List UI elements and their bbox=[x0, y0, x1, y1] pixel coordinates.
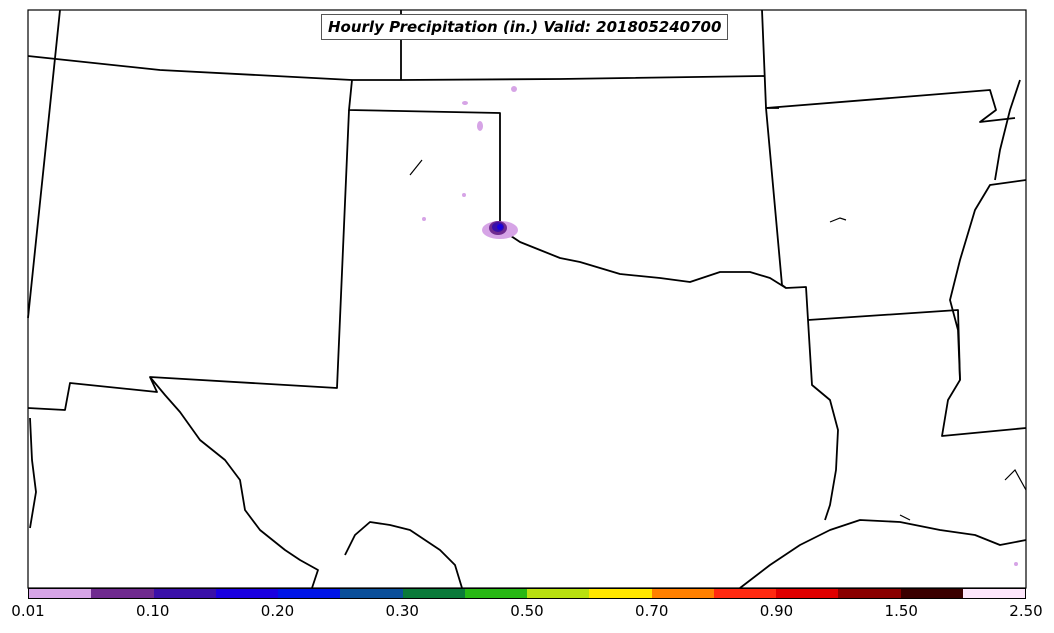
colorbar-tick-label: 0.30 bbox=[385, 602, 419, 620]
colorbar-tick-label: 0.90 bbox=[759, 602, 794, 620]
colorbar-tick-label: 0.10 bbox=[136, 602, 170, 620]
precip-cell-6 bbox=[1014, 562, 1018, 566]
precip-cell-2 bbox=[511, 86, 517, 92]
colorbar-segment bbox=[776, 589, 839, 598]
colorbar-segment bbox=[651, 589, 714, 598]
colorbar-tick-label: 0.50 bbox=[510, 602, 544, 620]
map-frame bbox=[27, 9, 1027, 589]
precip-cell-main-core bbox=[497, 224, 503, 230]
colorbar-segment bbox=[153, 589, 216, 598]
colorbar-segment bbox=[962, 589, 1025, 598]
border-chihuahua bbox=[29, 417, 37, 529]
coast-feature bbox=[899, 514, 911, 521]
colorbar-segment bbox=[589, 589, 652, 598]
border-rio-grande-west bbox=[149, 376, 319, 589]
map-title: Hourly Precipitation (in.) Valid: 201805… bbox=[321, 14, 729, 40]
colorbar-segment bbox=[215, 589, 278, 598]
precip-cell-5 bbox=[422, 217, 426, 221]
border-gulf-coast bbox=[739, 519, 1027, 589]
colorbar-segment bbox=[713, 589, 776, 598]
colorbar-segment bbox=[900, 589, 963, 598]
border-red-river bbox=[499, 221, 787, 289]
colorbar-tick-label: 0.70 bbox=[635, 602, 669, 620]
colorbar-tick-label: 0.01 bbox=[11, 602, 45, 620]
border-missouri-north bbox=[765, 89, 1016, 123]
lake-feature-3 bbox=[1004, 469, 1027, 491]
colorbar-segment bbox=[527, 589, 590, 598]
colorbar-segment bbox=[91, 589, 154, 598]
colorbar-segment bbox=[838, 589, 901, 598]
colorbar-segment bbox=[29, 589, 92, 598]
lake-feature-2 bbox=[829, 217, 847, 223]
border-colorado-oklahoma-panhandle bbox=[348, 79, 501, 222]
colorbar-segment bbox=[402, 589, 465, 598]
border-texas-louisiana bbox=[807, 319, 839, 521]
colorbar-tick-label: 0.20 bbox=[260, 602, 295, 620]
colorbar-segment bbox=[464, 589, 527, 598]
border-rio-grande-bigbend bbox=[344, 521, 463, 589]
precipitation-field bbox=[422, 86, 1018, 566]
border-utah-colorado bbox=[27, 9, 61, 319]
precip-cell-1 bbox=[462, 101, 468, 105]
border-new-mexico bbox=[27, 109, 350, 411]
precip-cell-4 bbox=[462, 193, 466, 197]
colorbar-tick-label: 1.50 bbox=[884, 602, 918, 620]
colorbar-segment bbox=[278, 589, 341, 598]
state-borders bbox=[27, 9, 1027, 589]
colorbar-segment bbox=[340, 589, 403, 598]
border-north-line bbox=[27, 55, 766, 81]
border-mississippi bbox=[941, 179, 1027, 437]
water-features bbox=[409, 159, 1027, 521]
border-mississippi-upper bbox=[994, 79, 1021, 181]
lake-feature-1 bbox=[409, 159, 423, 176]
colorbar-tick-label: 2.50 bbox=[1009, 602, 1043, 620]
precip-cell-3 bbox=[477, 121, 483, 131]
colorbar bbox=[28, 588, 1026, 599]
